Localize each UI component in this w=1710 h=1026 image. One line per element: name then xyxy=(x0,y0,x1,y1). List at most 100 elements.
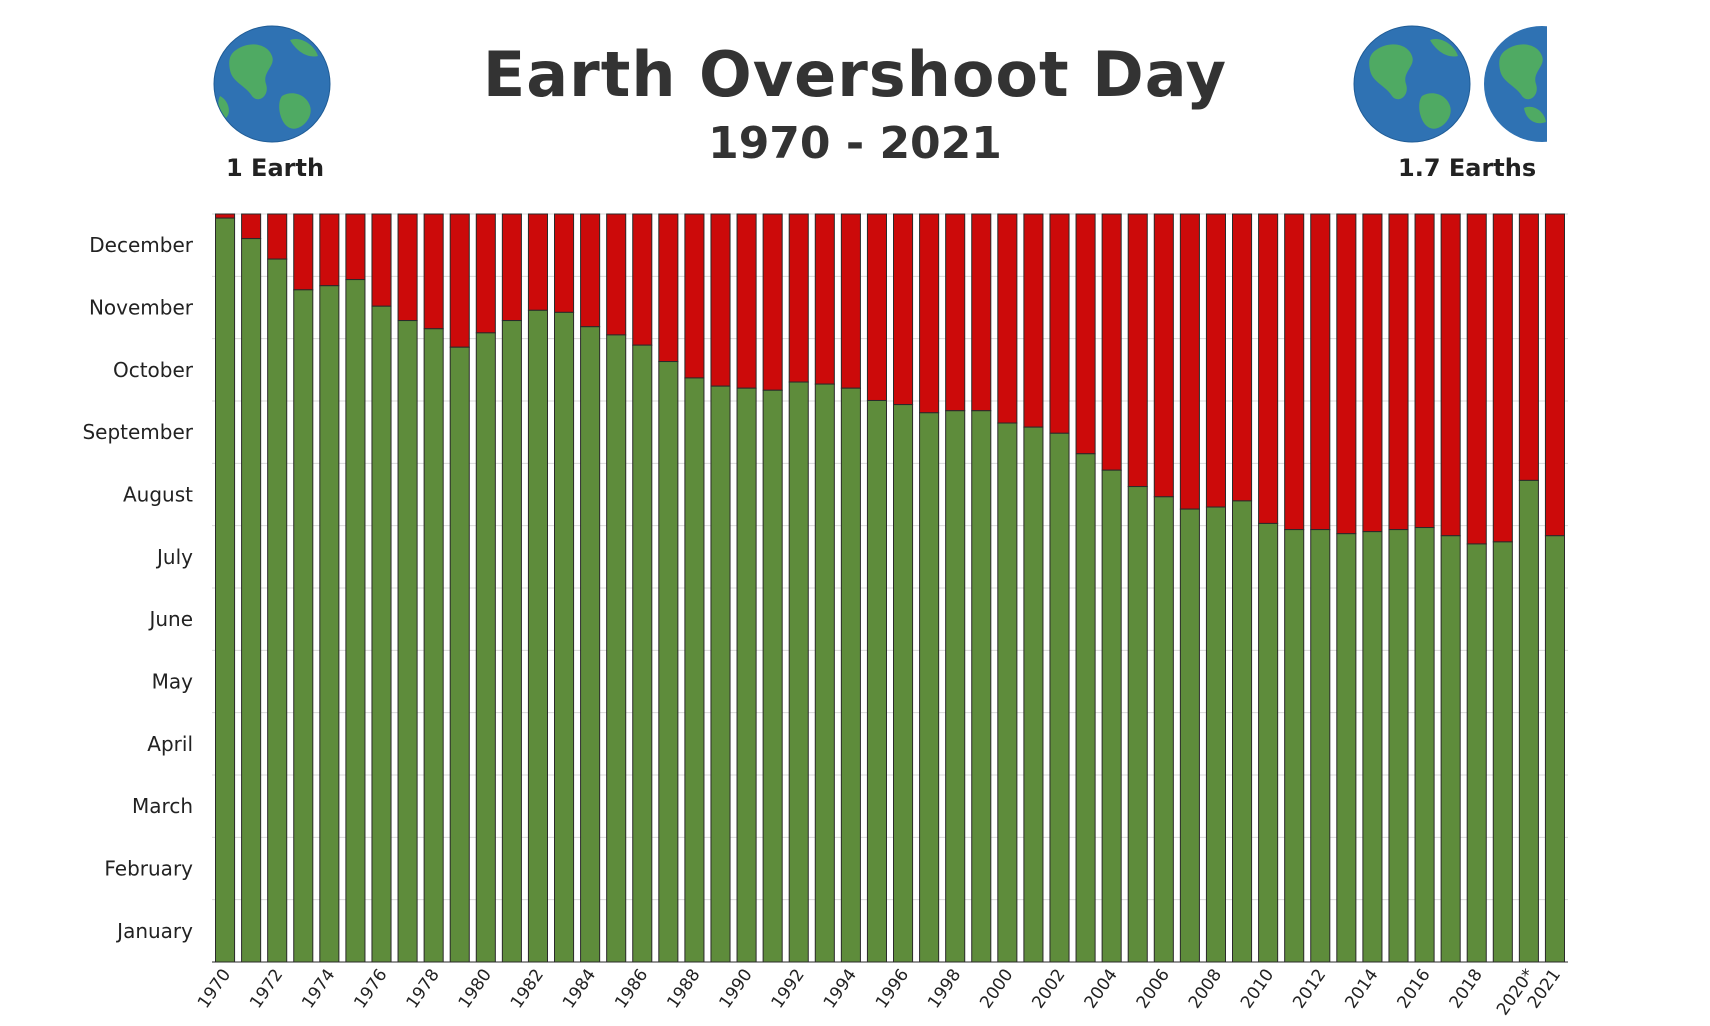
bar-used-1971 xyxy=(241,238,262,963)
bar-overshoot-2000 xyxy=(997,213,1018,424)
bar-used-1996 xyxy=(893,404,914,963)
y-tick-label: December xyxy=(89,233,193,257)
x-tick-label: 1996 xyxy=(872,965,913,1012)
bar-used-1972 xyxy=(267,258,288,963)
bar-overshoot-1972 xyxy=(267,213,288,260)
y-tick-label: August xyxy=(123,483,193,507)
y-tick-label: November xyxy=(89,296,194,320)
partial-earth-globe-icon xyxy=(1484,26,1547,142)
bar-used-2017 xyxy=(1440,535,1461,963)
bar-used-1999 xyxy=(971,410,992,963)
bar-overshoot-2005 xyxy=(1127,213,1148,488)
bar-overshoot-1988 xyxy=(684,213,705,379)
bar-used-1982 xyxy=(527,309,549,963)
y-tick-label: October xyxy=(113,358,194,382)
bar-used-1986 xyxy=(632,344,653,963)
bar-used-2003 xyxy=(1075,453,1096,963)
bar-overshoot-2010 xyxy=(1258,213,1279,524)
bar-used-1997 xyxy=(919,412,940,963)
x-tick-label: 1982 xyxy=(507,965,548,1012)
x-tick-label: 2014 xyxy=(1341,965,1382,1012)
bar-overshoot-2002 xyxy=(1049,213,1070,434)
y-tick-label: July xyxy=(155,545,193,569)
y-tick-label: February xyxy=(104,857,193,881)
bar-overshoot-1985 xyxy=(606,213,627,336)
bar-overshoot-1981 xyxy=(501,213,522,322)
bar-used-2002 xyxy=(1049,432,1070,963)
bar-used-1990 xyxy=(736,387,757,963)
bar-overshoot-1996 xyxy=(893,213,914,406)
x-tick-label: 1990 xyxy=(715,965,756,1012)
bar-overshoot-2014 xyxy=(1362,213,1383,533)
bar-used-2014 xyxy=(1362,531,1383,963)
bar-overshoot-1975 xyxy=(345,213,366,281)
bar-overshoot-1992 xyxy=(788,213,809,383)
x-tick-label: 2002 xyxy=(1028,965,1069,1012)
x-tick-label: 1976 xyxy=(350,965,391,1012)
y-tick-label: March xyxy=(132,794,193,818)
bar-overshoot-2021 xyxy=(1544,213,1566,537)
y-tick-label: September xyxy=(82,420,193,444)
bar-used-1984 xyxy=(580,326,601,963)
bar-used-1989 xyxy=(710,385,731,963)
bar-overshoot-2016 xyxy=(1414,213,1435,529)
bar-used-1995 xyxy=(866,399,888,963)
bar-overshoot-2006 xyxy=(1153,213,1174,498)
bar-used-1992 xyxy=(788,381,809,963)
one-point-seven-earths-label: 1.7 Earths xyxy=(1398,154,1537,182)
y-tick-label: January xyxy=(115,919,193,943)
x-tick-label: 2006 xyxy=(1133,965,1174,1012)
bar-overshoot-1989 xyxy=(710,213,731,387)
bar-used-1970 xyxy=(215,217,236,963)
bar-overshoot-1983 xyxy=(554,213,575,313)
bar-overshoot-2019 xyxy=(1492,213,1513,543)
bar-overshoot-1987 xyxy=(658,213,679,363)
bar-used-2019 xyxy=(1492,541,1513,963)
one-earth-label: 1 Earth xyxy=(226,154,325,182)
bar-used-2021 xyxy=(1544,535,1566,963)
bar-overshoot-1980 xyxy=(475,213,496,334)
bar-overshoot-2001 xyxy=(1023,213,1044,428)
bar-used-1993 xyxy=(814,383,835,963)
chart-title: Earth Overshoot Day xyxy=(482,38,1228,111)
x-tick-label: 2010 xyxy=(1237,965,1278,1012)
bar-overshoot-1973 xyxy=(293,213,314,291)
bar-used-1994 xyxy=(840,387,861,963)
bar-used-1973 xyxy=(293,289,314,963)
x-tick-label: 1970 xyxy=(194,965,235,1012)
bar-overshoot-1982 xyxy=(527,213,549,311)
bar-overshoot-2004 xyxy=(1101,213,1122,471)
x-tick-label: 2016 xyxy=(1393,965,1434,1012)
bar-overshoot-1991 xyxy=(762,213,783,391)
bar-used-1983 xyxy=(554,311,575,963)
bar-used-2015 xyxy=(1388,529,1409,963)
bar-overshoot-1971 xyxy=(241,213,262,240)
bar-overshoot-2011 xyxy=(1284,213,1305,531)
bar-overshoot-1984 xyxy=(580,213,601,328)
bar-used-1974 xyxy=(319,285,340,963)
bar-used-1976 xyxy=(371,305,392,963)
bar-overshoot-1998 xyxy=(945,213,966,412)
x-tick-label: 2008 xyxy=(1185,965,1226,1012)
bar-overshoot-1970 xyxy=(215,213,236,219)
x-tick-label: 1988 xyxy=(663,965,704,1012)
x-tick-label: 1972 xyxy=(246,965,287,1012)
bar-used-1979 xyxy=(449,346,470,963)
bar-overshoot-1999 xyxy=(971,213,992,412)
y-tick-label: May xyxy=(152,670,194,694)
bar-overshoot-1994 xyxy=(840,213,861,389)
bar-used-2009 xyxy=(1232,500,1253,963)
x-tick-label: 1974 xyxy=(298,965,339,1012)
bar-overshoot-1977 xyxy=(397,213,418,322)
y-tick-label: April xyxy=(147,732,193,756)
x-tick-label: 2018 xyxy=(1446,965,1487,1012)
bar-used-2013 xyxy=(1336,533,1357,963)
bar-used-1985 xyxy=(606,334,627,963)
bar-used-1978 xyxy=(423,328,444,963)
bar-used-1980 xyxy=(475,332,496,963)
bar-overshoot-2017 xyxy=(1440,213,1461,537)
bar-overshoot-1997 xyxy=(919,213,940,414)
bar-overshoot-2013 xyxy=(1336,213,1357,535)
